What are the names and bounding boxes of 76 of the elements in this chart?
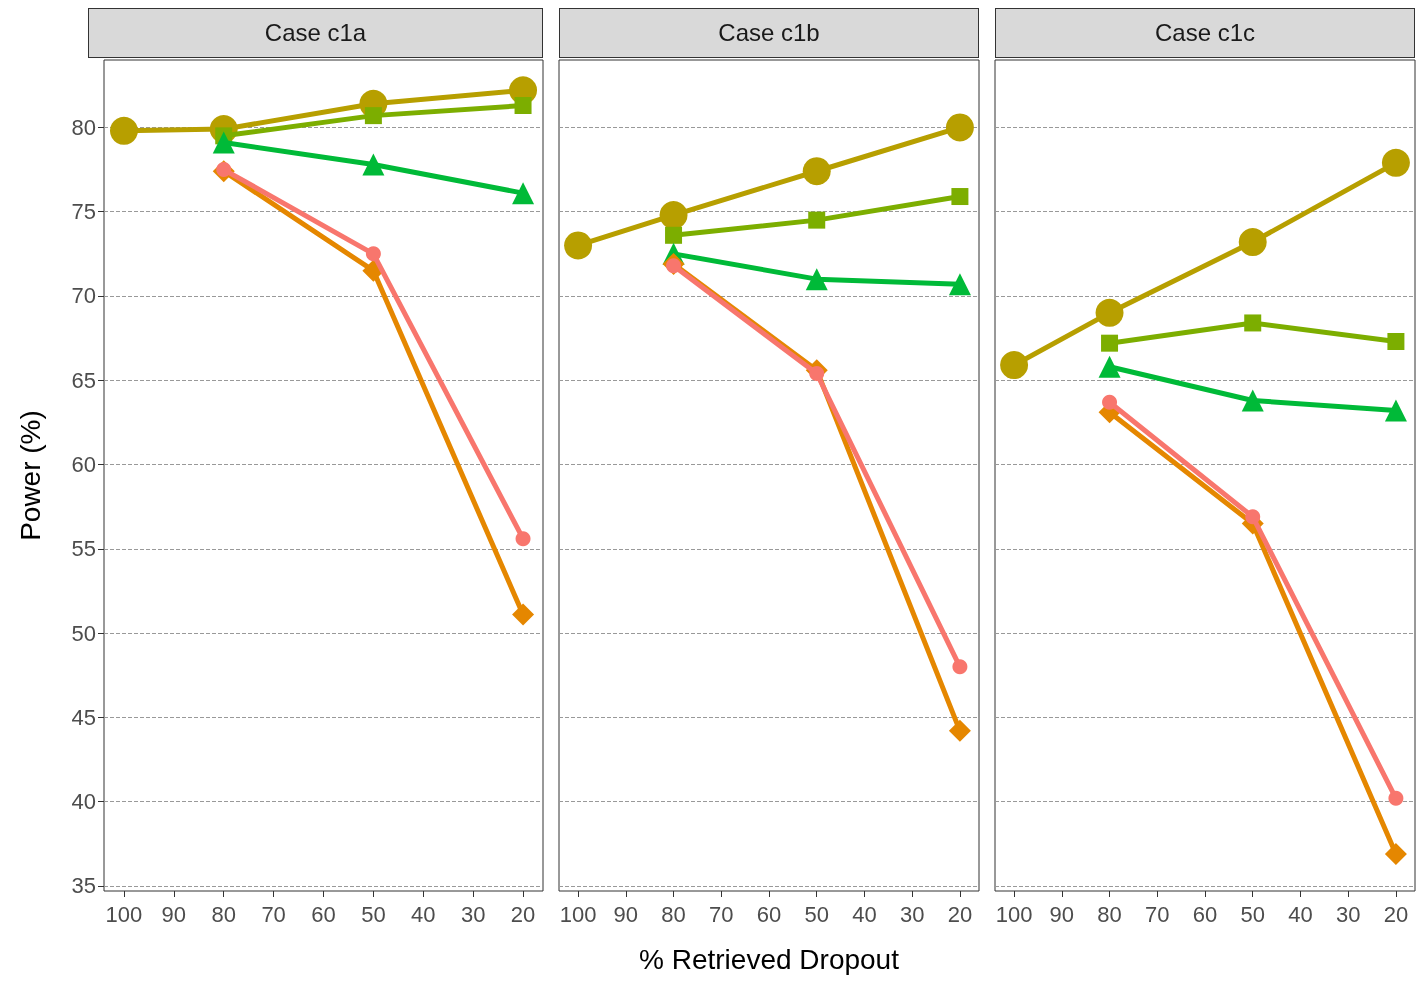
chart-title: Case c1a [88, 8, 543, 58]
y-tick-label: 45 [71, 704, 96, 730]
point [512, 182, 535, 205]
point [1245, 509, 1261, 525]
x-tick-label: 50 [1240, 901, 1265, 927]
y-tick-label: 55 [71, 536, 96, 562]
x-tick-label: 40 [852, 901, 877, 927]
point [515, 531, 531, 547]
x-tick-label: 20 [947, 901, 973, 927]
x-tick-label: 40 [1288, 901, 1313, 927]
y-tick-label: 35 [71, 873, 96, 899]
x-tick-label: 80 [1097, 901, 1122, 927]
point [951, 188, 969, 206]
point [512, 603, 535, 626]
point [952, 659, 968, 675]
point [1101, 334, 1119, 352]
x-tick-label: 20 [1383, 901, 1409, 927]
point [945, 113, 974, 142]
chart-title: Case c1c [995, 8, 1415, 58]
point [1241, 389, 1264, 412]
point [212, 131, 235, 154]
x-tick-label: 100 [995, 901, 1033, 927]
point [805, 268, 828, 291]
point [365, 246, 381, 262]
point [1000, 351, 1029, 380]
x-tick-label: 30 [899, 901, 925, 927]
y-tick-label: 50 [71, 620, 96, 646]
point [802, 157, 831, 186]
x-tick-label: 80 [661, 901, 686, 927]
y-tick-label: 60 [71, 452, 96, 478]
x-tick-label: 90 [1049, 901, 1075, 927]
x-tick-label: 50 [804, 901, 829, 927]
x-tick-label: 90 [613, 901, 639, 927]
y-tick-label: 80 [71, 114, 96, 140]
x-tick-label: 80 [211, 901, 236, 927]
point [514, 97, 532, 115]
x-tick-label: 100 [105, 901, 143, 927]
x-tick-label: 60 [1192, 901, 1218, 927]
y-tick-label: 70 [71, 283, 96, 309]
point [1387, 332, 1405, 350]
x-tick-label: 60 [756, 901, 782, 927]
point [364, 107, 382, 125]
y-tick-label: 40 [71, 789, 96, 815]
point [659, 201, 688, 230]
point [1102, 394, 1118, 410]
y-axis-title: Power (%) [14, 410, 46, 541]
x-tick-label: 50 [361, 901, 386, 927]
point [1384, 399, 1407, 422]
x-tick-label: 70 [1145, 901, 1170, 927]
x-tick-label: 100 [559, 901, 597, 927]
point [665, 226, 683, 244]
point [1244, 314, 1262, 332]
x-tick-label: 60 [311, 901, 336, 927]
point [362, 153, 385, 176]
x-tick-label: 40 [411, 901, 436, 927]
x-tick-label: 20 [510, 901, 536, 927]
point [1238, 228, 1267, 257]
point [808, 211, 826, 229]
point [564, 231, 593, 260]
point [1098, 355, 1121, 378]
y-tick-label: 75 [71, 199, 96, 225]
x-tick-label: 70 [709, 901, 734, 927]
point [1381, 148, 1410, 177]
point [1095, 298, 1124, 327]
chart-title: Case c1b [559, 8, 979, 58]
point [1388, 790, 1404, 806]
x-axis-title: % Retrieved Dropout [639, 943, 900, 975]
x-tick-label: 30 [460, 901, 486, 927]
point [1384, 842, 1407, 865]
point [948, 719, 971, 742]
point [948, 273, 971, 296]
x-tick-label: 30 [1335, 901, 1361, 927]
x-tick-label: 70 [261, 901, 286, 927]
y-tick-label: 65 [71, 367, 96, 393]
x-tick-label: 90 [161, 901, 187, 927]
point [109, 116, 138, 145]
